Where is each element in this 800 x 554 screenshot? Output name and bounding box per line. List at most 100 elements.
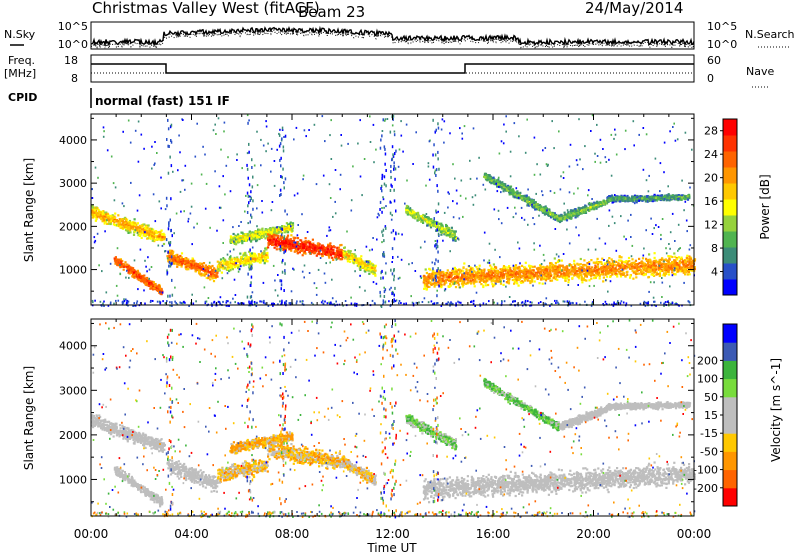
- data-point: [509, 267, 512, 270]
- data-point: [603, 262, 607, 265]
- data-point: [591, 272, 594, 275]
- data-point: [191, 257, 194, 260]
- data-point: [482, 285, 485, 289]
- data-point: [143, 281, 146, 284]
- data-point: [311, 245, 314, 248]
- data-point: [311, 250, 314, 253]
- data-point: [141, 228, 144, 231]
- data-point: [357, 257, 360, 260]
- data-point: [101, 220, 104, 223]
- data-point: [201, 263, 204, 266]
- data-point: [488, 270, 492, 274]
- data-point: [177, 263, 180, 266]
- data-point: [247, 260, 250, 263]
- data-point: [313, 252, 316, 255]
- data-point: [154, 235, 157, 238]
- data-point: [243, 260, 246, 263]
- data-point: [343, 246, 346, 249]
- data-point: [663, 272, 666, 275]
- data-point: [331, 251, 334, 254]
- data-point: [601, 273, 604, 276]
- data-point: [327, 250, 330, 253]
- data-point: [262, 255, 265, 258]
- data-point: [653, 256, 656, 259]
- data-point: [345, 254, 348, 257]
- data-point: [634, 259, 637, 262]
- data-point: [266, 251, 269, 254]
- data-point: [349, 260, 352, 263]
- data-point: [240, 255, 243, 258]
- data-point: [514, 267, 517, 270]
- data-point: [562, 266, 565, 269]
- data-point: [273, 246, 276, 249]
- data-point: [280, 238, 283, 241]
- data-point: [341, 251, 344, 254]
- data-point: [162, 232, 165, 235]
- data-point: [549, 271, 552, 274]
- data-point: [565, 276, 568, 279]
- data-point: [431, 224, 435, 227]
- data-point: [136, 270, 139, 273]
- data-point: [122, 268, 125, 271]
- data-point: [132, 233, 136, 236]
- data-point: [462, 267, 465, 270]
- data-point: [522, 274, 525, 278]
- data-point: [626, 273, 629, 276]
- data-point: [111, 216, 114, 219]
- data-point: [374, 269, 377, 272]
- data-point: [586, 267, 589, 270]
- data-point: [650, 262, 653, 265]
- data-point: [269, 231, 272, 234]
- data-point: [249, 259, 252, 262]
- data-point: [249, 231, 252, 235]
- data-point: [202, 265, 205, 268]
- data-point: [129, 231, 132, 234]
- data-point: [292, 246, 295, 249]
- data-point: [178, 258, 181, 262]
- data-point: [523, 279, 527, 282]
- data-point: [560, 275, 563, 278]
- data-point: [604, 273, 607, 276]
- data-point: [363, 267, 367, 270]
- data-point: [136, 229, 139, 232]
- data-point: [473, 280, 476, 283]
- data-point: [150, 232, 153, 235]
- data-point: [278, 248, 281, 251]
- data-point: [144, 227, 147, 230]
- data-point: [552, 276, 555, 279]
- data-point: [117, 264, 121, 267]
- data-point: [316, 246, 319, 249]
- data-point: [122, 263, 125, 266]
- data-point: [280, 240, 283, 243]
- data-point: [142, 231, 145, 234]
- freq-strip: Freq. [MHz] 18 8 60 0 Nave: [4, 54, 774, 88]
- data-point: [445, 223, 448, 227]
- data-point: [296, 237, 300, 240]
- noise-right-tick-bottom: 10^0: [707, 38, 737, 51]
- data-point: [284, 239, 288, 242]
- data-point: [303, 250, 306, 253]
- noise-strip-frame: [90, 21, 695, 50]
- data-point: [480, 283, 483, 286]
- data-point: [115, 219, 118, 222]
- data-point: [262, 231, 265, 234]
- data-point: [218, 261, 221, 265]
- data-point: [268, 234, 271, 237]
- data-point: [354, 255, 357, 258]
- data-point: [620, 261, 624, 264]
- data-point: [528, 265, 531, 268]
- data-point: [125, 225, 128, 228]
- data-point: [411, 209, 414, 212]
- data-point: [332, 245, 335, 248]
- data-point: [283, 243, 286, 246]
- data-point: [511, 278, 514, 282]
- data-point: [405, 211, 408, 214]
- data-point: [523, 271, 526, 274]
- data-point: [476, 268, 479, 271]
- data-point: [233, 236, 236, 239]
- data-point: [227, 263, 230, 266]
- data-point: [138, 224, 141, 227]
- data-point: [225, 263, 228, 266]
- data-point: [537, 271, 540, 274]
- data-point: [213, 269, 216, 272]
